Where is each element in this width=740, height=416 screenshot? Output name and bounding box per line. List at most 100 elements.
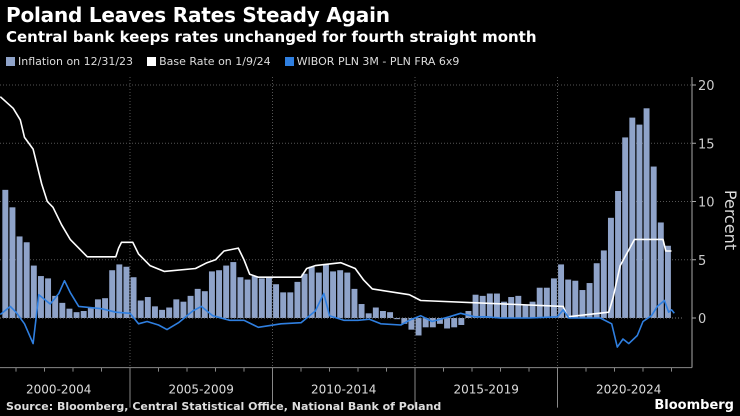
x-category-label: 2000-2004 xyxy=(26,383,91,397)
y-tick-label: 10 xyxy=(698,196,715,211)
inflation-bar xyxy=(66,308,73,318)
inflation-bar xyxy=(315,272,322,318)
inflation-bar xyxy=(45,278,52,318)
inflation-bar xyxy=(23,242,30,318)
bloomberg-logo: Bloomberg xyxy=(654,398,734,413)
legend-label: Inflation on 12/31/23 xyxy=(18,55,134,68)
inflation-bar xyxy=(372,307,379,318)
source-note: Source: Bloomberg, Central Statistical O… xyxy=(6,400,442,413)
legend-swatch xyxy=(284,57,294,66)
legend-item-base-rate: Base Rate on 1/9/24 xyxy=(147,55,271,68)
inflation-bar xyxy=(87,307,94,318)
inflation-bar xyxy=(636,124,643,318)
inflation-bar xyxy=(629,117,636,319)
inflation-bar xyxy=(558,264,565,318)
inflation-bar xyxy=(358,304,365,318)
inflation-bar xyxy=(479,295,486,318)
inflation-bar xyxy=(458,318,465,325)
inflation-bar xyxy=(436,318,443,324)
inflation-bar xyxy=(2,189,9,318)
inflation-bar xyxy=(123,266,130,318)
y-tick-label: 5 xyxy=(698,254,706,269)
inflation-bar xyxy=(501,301,508,318)
inflation-bar xyxy=(159,309,166,318)
inflation-bar xyxy=(216,270,223,318)
inflation-bar xyxy=(543,287,550,318)
inflation-bar xyxy=(173,299,180,318)
inflation-bar xyxy=(9,207,16,318)
y-tick-label: 20 xyxy=(698,79,715,94)
inflation-bar xyxy=(52,295,59,318)
inflation-bar xyxy=(151,306,158,318)
inflation-bar xyxy=(109,270,116,318)
inflation-bar xyxy=(230,262,237,318)
inflation-bar xyxy=(244,279,251,318)
inflation-bar xyxy=(515,295,522,318)
inflation-bar xyxy=(273,284,280,318)
inflation-bar xyxy=(586,283,593,318)
inflation-bar xyxy=(330,271,337,318)
inflation-bar xyxy=(265,277,272,318)
x-category-label: 2010-2014 xyxy=(311,383,376,397)
inflation-bar xyxy=(522,305,529,318)
inflation-bar xyxy=(379,311,386,318)
inflation-bar xyxy=(130,277,137,318)
inflation-bar xyxy=(102,298,109,318)
inflation-bar xyxy=(529,301,536,318)
y-tick-label: 0 xyxy=(698,312,706,327)
legend-swatch xyxy=(147,57,157,66)
inflation-bar xyxy=(208,271,215,318)
inflation-bar xyxy=(422,318,429,328)
inflation-bar xyxy=(80,311,87,318)
inflation-bar xyxy=(344,272,351,318)
inflation-bar xyxy=(607,217,614,318)
inflation-bar xyxy=(365,313,372,318)
inflation-bar xyxy=(73,312,80,318)
inflation-bar xyxy=(493,293,500,318)
wibor-fra-line xyxy=(0,279,675,348)
legend-label: Base Rate on 1/9/24 xyxy=(159,55,271,68)
inflation-bar xyxy=(643,108,650,318)
chart-subtitle: Central bank keeps rates unchanged for f… xyxy=(6,28,537,46)
inflation-bar xyxy=(408,318,415,330)
y-axis-label: Percent xyxy=(721,190,740,250)
inflation-bar xyxy=(664,245,671,318)
inflation-bar xyxy=(59,302,66,318)
chart-title: Poland Leaves Rates Steady Again xyxy=(6,3,390,27)
inflation-bar xyxy=(615,191,622,318)
inflation-bar xyxy=(287,292,294,318)
inflation-bar xyxy=(622,137,629,318)
legend-item-wibor: WIBOR PLN 3M - PLN FRA 6x9 xyxy=(284,55,460,68)
inflation-bar xyxy=(16,236,23,318)
inflation-bar xyxy=(486,293,493,318)
inflation-bar xyxy=(508,297,515,318)
inflation-bar xyxy=(429,318,436,328)
inflation-bar xyxy=(351,288,358,318)
inflation-bar xyxy=(444,318,451,329)
x-category-label: 2020-2024 xyxy=(596,383,661,397)
legend-label: WIBOR PLN 3M - PLN FRA 6x9 xyxy=(296,55,460,68)
inflation-bar xyxy=(536,287,543,318)
inflation-bar xyxy=(308,266,315,318)
inflation-bar xyxy=(116,264,123,318)
inflation-bar xyxy=(301,273,308,318)
inflation-bar xyxy=(572,280,579,318)
inflation-bar xyxy=(187,295,194,318)
inflation-bar xyxy=(223,265,230,318)
inflation-bar xyxy=(137,300,144,318)
inflation-bar xyxy=(415,318,422,336)
inflation-bar xyxy=(294,281,301,318)
inflation-bar xyxy=(565,279,572,318)
inflation-bar xyxy=(166,307,173,318)
legend-swatch xyxy=(6,57,15,66)
inflation-bar xyxy=(387,312,394,318)
inflation-bar xyxy=(280,292,287,318)
inflation-bar xyxy=(201,291,208,318)
inflation-bar xyxy=(394,318,401,320)
inflation-bar xyxy=(650,166,657,318)
legend-item-inflation: Inflation on 12/31/23 xyxy=(6,55,133,68)
inflation-bar xyxy=(322,264,329,318)
inflation-bar xyxy=(180,301,187,318)
inflation-bar xyxy=(237,277,244,318)
